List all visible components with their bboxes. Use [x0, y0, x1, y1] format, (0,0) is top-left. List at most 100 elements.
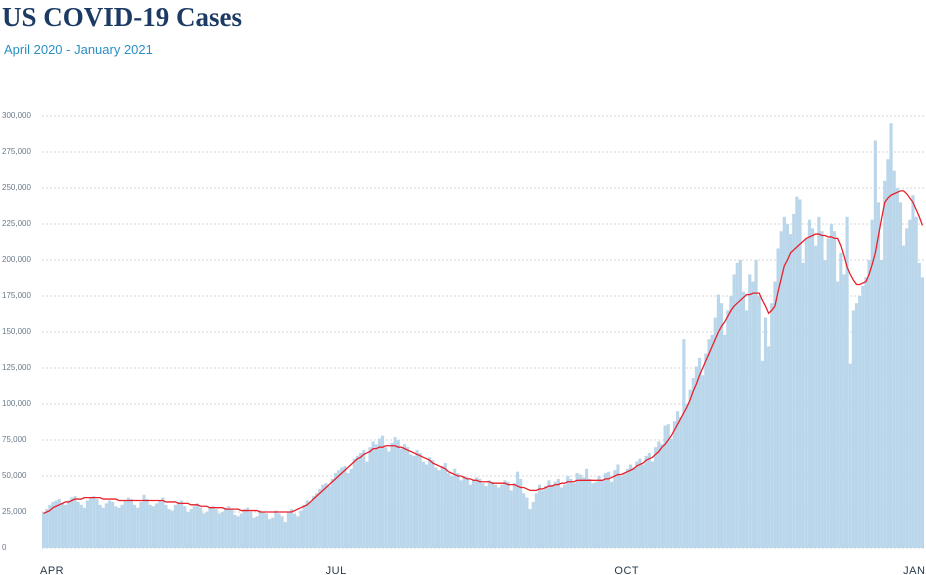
bar — [139, 501, 143, 548]
bar — [594, 481, 598, 548]
bar — [42, 512, 46, 548]
bar — [418, 452, 422, 548]
x-tick-label: JUL — [326, 565, 347, 575]
bar — [600, 480, 604, 548]
bar — [104, 503, 108, 548]
bar — [553, 481, 557, 548]
bar — [170, 510, 174, 548]
bar — [114, 506, 118, 548]
bar — [440, 465, 444, 548]
moving-average-line — [43, 190, 924, 515]
bar — [647, 452, 651, 548]
bar — [641, 464, 645, 548]
bar — [902, 245, 906, 548]
bar — [723, 334, 727, 548]
bar — [541, 490, 545, 548]
bar — [205, 512, 209, 548]
bar — [158, 500, 162, 548]
bar — [462, 476, 466, 548]
bar — [908, 219, 912, 548]
bar — [616, 464, 620, 548]
bar — [625, 468, 629, 548]
bar — [192, 506, 196, 548]
bar — [305, 500, 309, 548]
bar — [650, 461, 655, 548]
bar — [409, 454, 413, 548]
bar — [801, 262, 805, 548]
bar — [566, 476, 570, 548]
bar — [142, 494, 146, 548]
bar — [757, 296, 761, 548]
bar — [271, 517, 275, 548]
bar — [500, 484, 504, 548]
bar — [559, 487, 564, 548]
bar — [478, 478, 482, 548]
bar — [73, 496, 77, 548]
bar — [374, 444, 378, 548]
bar — [180, 500, 184, 548]
bar — [233, 514, 237, 548]
bar — [575, 473, 579, 548]
bar — [412, 455, 416, 548]
bar — [588, 478, 592, 548]
bar — [340, 467, 344, 548]
bar — [770, 303, 774, 548]
bar — [195, 503, 199, 548]
bar — [839, 252, 843, 549]
bar — [547, 480, 551, 548]
bar — [133, 504, 137, 548]
y-tick-label: 100,000 — [2, 399, 31, 408]
bar — [845, 216, 849, 549]
y-tick-label: 300,000 — [2, 111, 31, 120]
bar — [713, 317, 717, 548]
bar — [726, 310, 730, 548]
bar — [851, 310, 855, 548]
bar — [917, 262, 921, 548]
bar — [111, 501, 115, 548]
bar — [585, 468, 589, 548]
bar — [603, 473, 607, 548]
bar — [459, 480, 463, 548]
bar — [688, 389, 692, 548]
bar — [619, 476, 623, 548]
bar — [672, 421, 677, 548]
bar — [861, 285, 865, 548]
bar — [676, 411, 680, 548]
bar — [70, 497, 74, 548]
bar — [732, 274, 736, 548]
bar — [528, 509, 532, 548]
bar — [76, 501, 80, 548]
bar — [534, 493, 538, 548]
bar — [691, 378, 695, 548]
bar — [380, 435, 385, 548]
bar — [807, 219, 812, 548]
bar — [318, 488, 322, 548]
bar — [876, 202, 881, 548]
bar — [748, 274, 752, 548]
bar — [826, 238, 830, 548]
bar — [531, 501, 535, 548]
bar — [556, 478, 560, 548]
bar — [829, 224, 833, 548]
bar — [45, 509, 49, 548]
bar — [145, 499, 149, 548]
bar — [854, 303, 859, 548]
y-tick-label: 200,000 — [2, 255, 31, 264]
bar — [176, 501, 181, 548]
bar — [220, 512, 225, 548]
bar — [503, 480, 507, 548]
bar — [792, 213, 796, 549]
bar — [267, 519, 272, 548]
bar — [506, 481, 510, 548]
bar — [249, 512, 253, 548]
bar — [57, 499, 61, 548]
bar — [198, 507, 203, 548]
x-tick-label: APR — [40, 565, 64, 575]
bar — [371, 441, 375, 548]
y-tick-label: 125,000 — [2, 363, 31, 372]
bar — [682, 339, 686, 548]
bar — [129, 499, 134, 548]
bar — [515, 471, 520, 548]
bar — [434, 467, 438, 548]
bar — [443, 463, 447, 548]
